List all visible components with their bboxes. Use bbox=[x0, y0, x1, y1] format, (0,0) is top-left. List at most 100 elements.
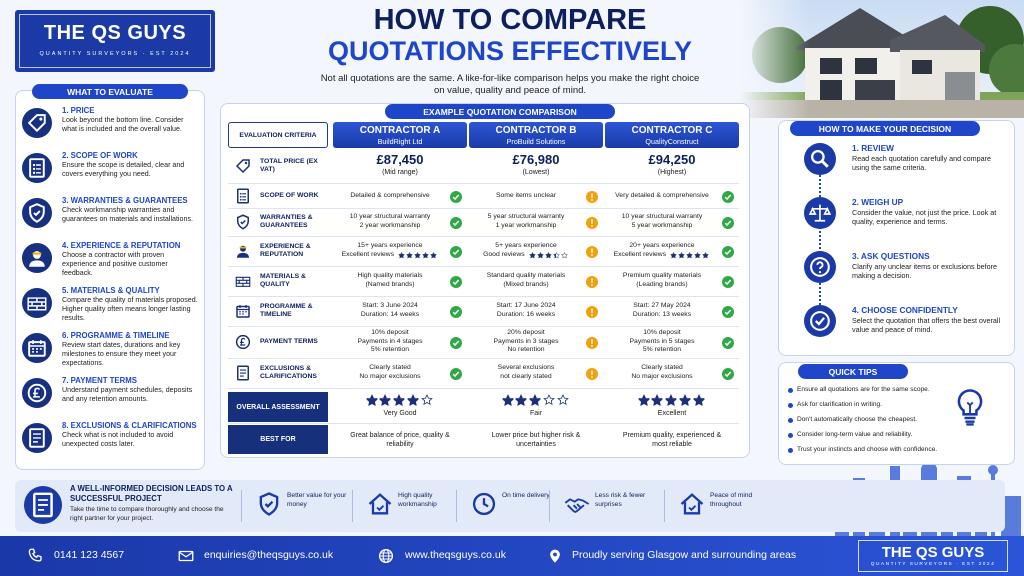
graphic bbox=[237, 214, 249, 230]
step-title: 3. ASK QUESTIONS bbox=[852, 251, 930, 261]
cell-line: Duration: 14 weeks bbox=[360, 311, 420, 318]
graphic bbox=[722, 306, 734, 318]
tip-bullet bbox=[788, 403, 793, 408]
star bbox=[528, 251, 536, 259]
graphic bbox=[242, 193, 246, 201]
cell-line: 15+ years experience bbox=[357, 242, 423, 250]
graphic bbox=[31, 298, 43, 310]
icon bbox=[24, 486, 62, 524]
graphic bbox=[407, 395, 419, 406]
graphic bbox=[430, 251, 438, 259]
star bbox=[420, 394, 433, 406]
graphic bbox=[430, 251, 438, 259]
cell-text: 15+ years experience Excellent reviews bbox=[333, 236, 447, 266]
graphic bbox=[33, 210, 41, 217]
cell-line: Start: 3 June 2024 bbox=[362, 302, 418, 310]
graphic bbox=[29, 251, 45, 267]
star bbox=[679, 394, 691, 406]
graphic bbox=[235, 276, 251, 287]
star bbox=[406, 251, 414, 259]
graphic bbox=[235, 276, 251, 287]
graphic bbox=[37, 499, 48, 511]
graphic bbox=[365, 395, 378, 406]
graphic bbox=[702, 251, 710, 259]
graphic bbox=[964, 416, 976, 426]
graphic bbox=[637, 395, 650, 406]
contractor-header: CONTRACTOR A BuildRight Ltd bbox=[333, 122, 467, 148]
graphic bbox=[804, 143, 836, 175]
graphic bbox=[420, 394, 433, 405]
cell-line: 5 year workmanship bbox=[631, 222, 693, 229]
graphic bbox=[178, 551, 194, 558]
graphic bbox=[544, 251, 552, 259]
overall-cell: Excellent bbox=[605, 392, 739, 422]
graphic bbox=[237, 188, 249, 204]
star bbox=[686, 251, 694, 259]
cell-line: Payments in 4 stages bbox=[357, 337, 423, 345]
graphic bbox=[811, 150, 825, 164]
graphic bbox=[29, 203, 45, 223]
brand-logo: THE QS GUYS QUANTITY SURVEYORS · EST 2024 bbox=[15, 10, 215, 72]
tip-bullet bbox=[788, 433, 793, 438]
graphic bbox=[722, 337, 734, 349]
graphic bbox=[855, 80, 895, 100]
star-rating bbox=[670, 251, 710, 259]
section-heading: QUICK TIPS bbox=[798, 364, 908, 379]
verdict: Fair bbox=[529, 410, 543, 417]
comparison-cell: Detailed & comprehensive bbox=[333, 184, 467, 208]
cell-text: Detailed & comprehensive bbox=[333, 184, 447, 208]
cell-line-wrap: 2 year workmanship bbox=[360, 222, 421, 231]
graphic bbox=[259, 492, 279, 516]
status-icon bbox=[586, 275, 598, 288]
graphic bbox=[33, 433, 41, 443]
footer-brand-name: THE QS GUYS bbox=[881, 544, 985, 561]
item-text: Understand payment schedules, deposits a… bbox=[62, 386, 193, 403]
graphic bbox=[665, 394, 677, 406]
graphic bbox=[240, 337, 246, 346]
cell-text: 20% deposit Payments in 3 stages No retent… bbox=[469, 326, 583, 358]
cell-line: Detailed & comprehensive bbox=[350, 191, 430, 199]
criteria-cell: PROGRAMME & TIMELINE bbox=[228, 296, 328, 326]
graphic bbox=[32, 171, 36, 174]
graphic bbox=[810, 257, 830, 277]
status-icon bbox=[722, 245, 734, 258]
graphic bbox=[235, 159, 250, 174]
price-cell: £76,980 (Lowest) bbox=[469, 150, 603, 182]
status-icon bbox=[586, 305, 598, 318]
item-text: Check what is not included to avoid unex… bbox=[62, 431, 174, 448]
footer-text: Proudly serving Glasgow and surrounding … bbox=[572, 549, 797, 561]
criteria-label: EXCLUSIONS & CLARIFICATIONS bbox=[260, 365, 317, 380]
graphic bbox=[33, 387, 41, 398]
graphic bbox=[235, 334, 251, 350]
graphic bbox=[591, 199, 593, 201]
graphic bbox=[237, 252, 249, 258]
graphic bbox=[808, 204, 832, 222]
icon bbox=[377, 547, 395, 565]
graphic bbox=[22, 243, 52, 273]
cell-line: High quality materials bbox=[357, 272, 423, 280]
graphic bbox=[28, 340, 46, 357]
tip-text: Trust your instincts and choose with con… bbox=[797, 446, 938, 453]
step-title: 4. CHOOSE CONFIDENTLY bbox=[852, 305, 958, 315]
price-cell: £94,250 (Highest) bbox=[605, 150, 739, 182]
graphic bbox=[586, 276, 598, 288]
icon bbox=[234, 157, 252, 175]
tip-text: Consider long-term value and reliability… bbox=[797, 431, 913, 438]
row-divider bbox=[228, 266, 739, 267]
overall-label: OVERALL ASSESSMENT bbox=[228, 392, 328, 422]
tip-bullet bbox=[788, 388, 793, 393]
graphic bbox=[804, 143, 836, 175]
graphic bbox=[27, 297, 47, 311]
title-line-1: HOW TO COMPARE bbox=[373, 4, 647, 36]
item-text: Ensure the scope is detailed, clear and … bbox=[62, 161, 185, 178]
graphic bbox=[237, 365, 249, 381]
cell-text: 5+ years experience Good reviews bbox=[469, 236, 583, 266]
comparison-cell: 10% deposit Payments in 5 stages 5% retent… bbox=[605, 326, 739, 358]
row-divider bbox=[228, 423, 739, 424]
cell-line: Excellent reviews bbox=[341, 251, 395, 258]
cell-line-wrap: not clearly stated bbox=[500, 373, 551, 382]
graphic bbox=[501, 394, 514, 406]
cell-text: High quality materials (Named brands) bbox=[333, 266, 447, 296]
icon bbox=[234, 302, 252, 320]
benefit-divider bbox=[456, 490, 457, 522]
